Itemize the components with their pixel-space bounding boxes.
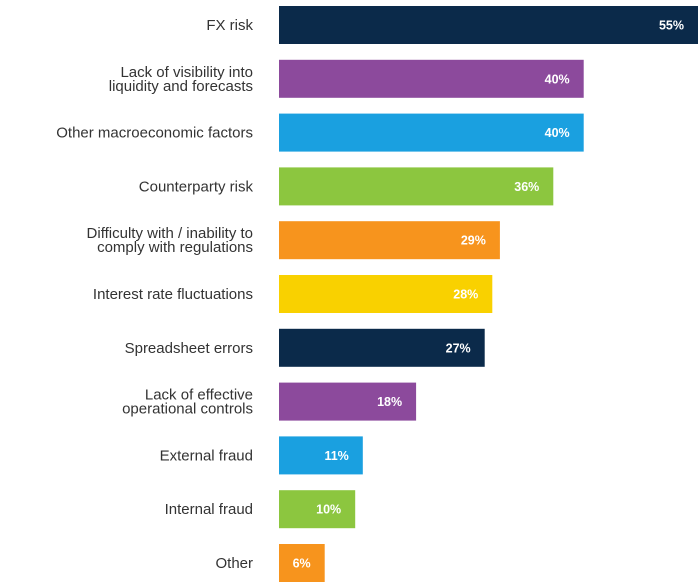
bar-1 [279,59,584,98]
category-label-1-line-1: liquidity and forecasts [109,78,253,95]
value-label-5: 28% [453,288,478,302]
category-label-4-line-1: comply with regulations [97,239,253,256]
category-label-3-line-0: Counterparty risk [139,178,254,195]
category-label-7-line-1: operational controls [122,401,253,418]
bar-9 [279,490,356,529]
value-label-10: 6% [293,557,311,571]
value-label-6: 27% [446,341,471,355]
bar-4 [279,221,500,260]
value-label-2: 40% [545,126,570,140]
category-label-6-line-0: Spreadsheet errors [125,340,253,357]
bar-10 [279,544,325,582]
category-label-5-line-0: Interest rate fluctuations [93,286,253,303]
bar-3 [279,167,554,206]
bar-7 [279,382,417,421]
category-label-10-line-0: Other [215,555,253,572]
value-label-7: 18% [377,395,402,409]
value-label-0: 55% [659,19,684,33]
bar-2 [279,113,584,152]
value-label-9: 10% [316,503,341,517]
category-label-2-line-0: Other macroeconomic factors [56,125,253,142]
bar-6 [279,328,485,367]
category-label-0-line-0: FX risk [206,17,253,34]
value-label-3: 36% [514,180,539,194]
bar-0 [279,6,698,44]
category-label-8-line-0: External fraud [160,447,253,464]
category-label-7-line-0: Lack of effective [145,387,253,404]
bar-8 [279,436,363,475]
category-label-9-line-0: Internal fraud [165,501,253,518]
value-label-4: 29% [461,234,486,248]
value-label-8: 11% [324,449,348,463]
bar-5 [279,275,493,313]
category-label-1-line-0: Lack of visibility into [120,64,253,81]
category-label-4-line-0: Difficulty with / inability to [87,225,253,242]
value-label-1: 40% [545,72,570,86]
